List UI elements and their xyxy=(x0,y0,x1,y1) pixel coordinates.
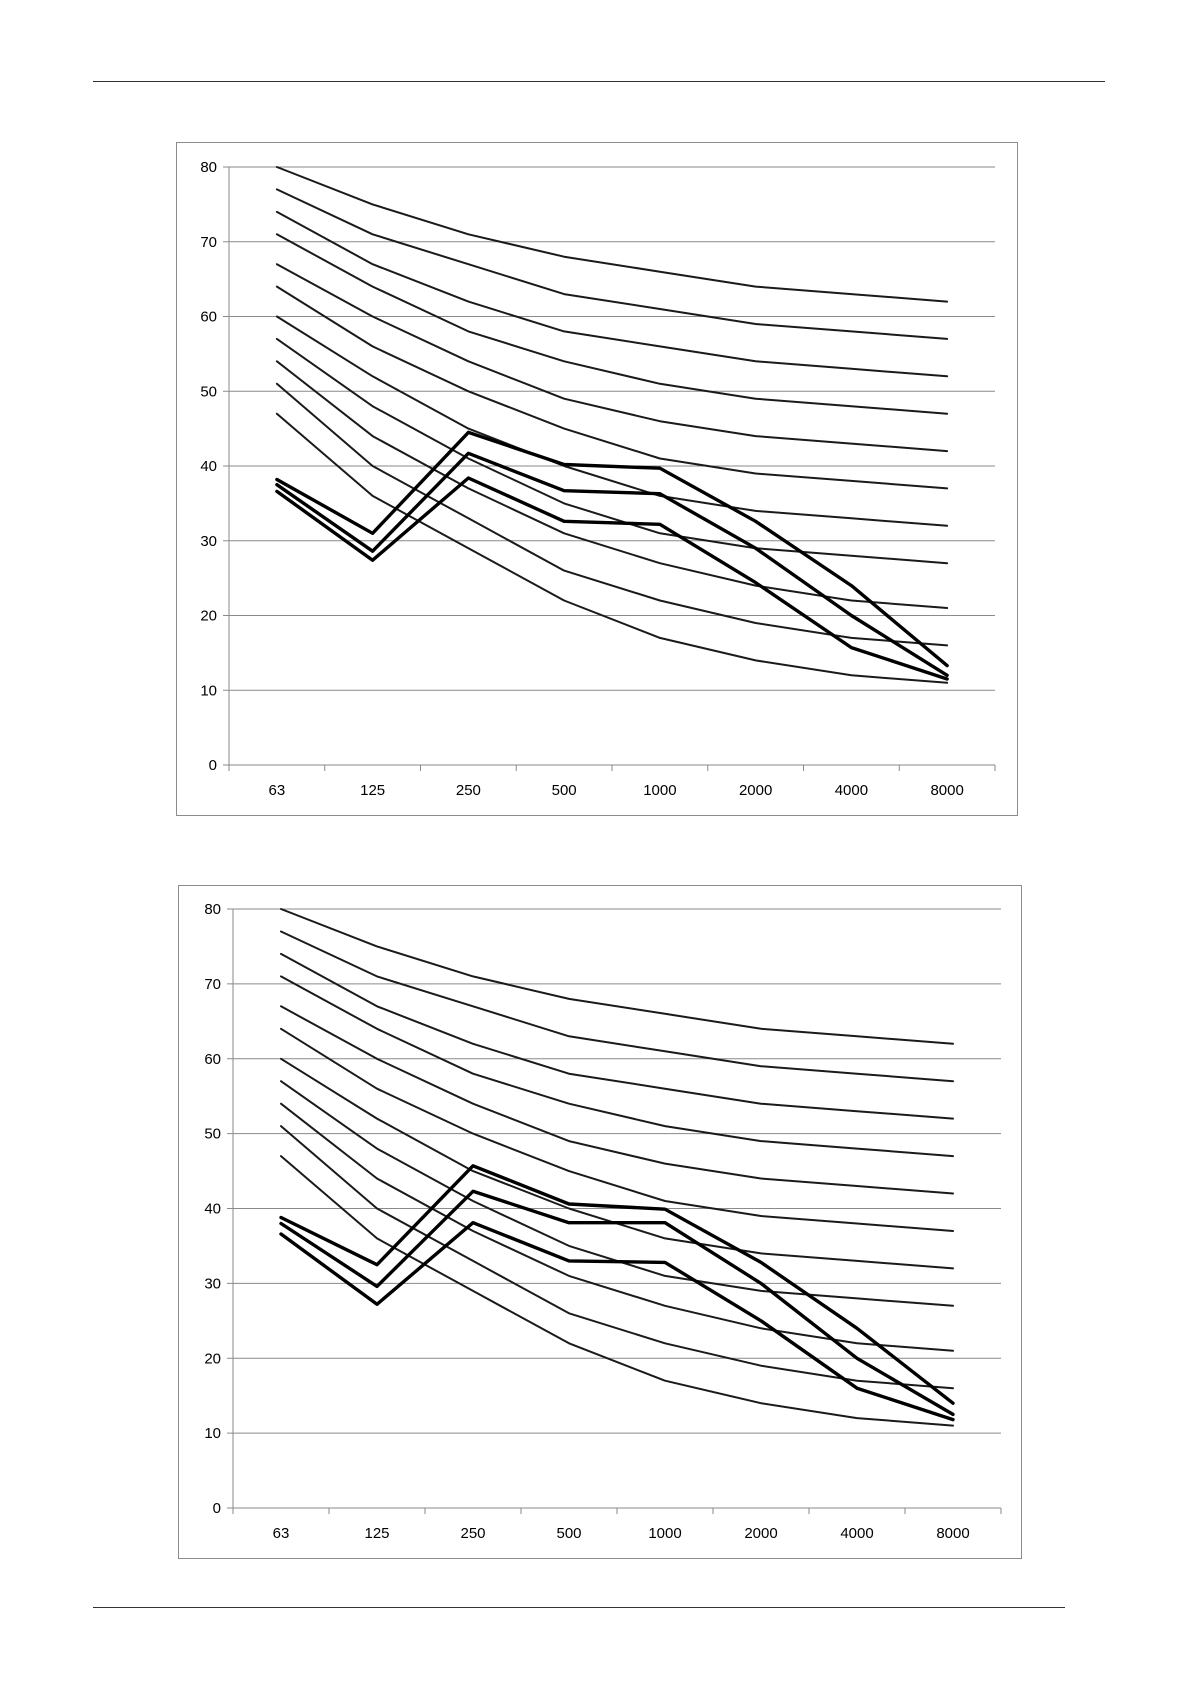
x-tick-label: 4000 xyxy=(835,782,868,799)
y-tick-label: 40 xyxy=(204,1201,221,1218)
x-tick-label: 125 xyxy=(360,782,385,799)
y-tick-label: 60 xyxy=(204,1051,221,1068)
y-tick-label: 30 xyxy=(204,1275,221,1292)
y-tick-label: 50 xyxy=(204,1126,221,1143)
reference-line xyxy=(280,930,954,1083)
y-tick-label: 10 xyxy=(200,682,217,699)
y-tick-label: 50 xyxy=(200,383,217,400)
x-tick-label: 63 xyxy=(269,782,286,799)
series-line xyxy=(275,430,949,668)
y-tick-label: 0 xyxy=(209,757,217,774)
chart-top-svg: 0 10 20 30 40 50 60 70 80 63 125 250 500 1000 2000 4000… xyxy=(200,159,996,799)
x-tick-label: 250 xyxy=(456,782,481,799)
x-tick-label: 2000 xyxy=(739,782,772,799)
x-tick-label: 8000 xyxy=(930,782,963,799)
series-line xyxy=(279,1164,955,1405)
reference-line xyxy=(280,1027,954,1232)
x-tick-label: 1000 xyxy=(643,782,676,799)
x-tick-label: 1000 xyxy=(648,1525,681,1542)
x-tick-label: 8000 xyxy=(936,1525,969,1542)
y-tick-label: 60 xyxy=(200,309,217,326)
reference-line xyxy=(275,382,949,647)
y-tick-label: 40 xyxy=(200,458,217,475)
x-tick-label: 500 xyxy=(556,1525,581,1542)
chart-bottom-svg: 0 10 20 30 40 50 60 70 80 63 125 250 500 1000 2000 4000… xyxy=(204,901,1002,1542)
series-line xyxy=(279,1189,955,1417)
reference-line xyxy=(275,233,949,415)
series-line xyxy=(275,476,949,681)
reference-line xyxy=(275,337,949,565)
reference-line xyxy=(280,975,954,1158)
x-tick-label: 4000 xyxy=(840,1525,873,1542)
y-tick-label: 20 xyxy=(204,1350,221,1367)
reference-line xyxy=(275,188,949,340)
footer-rule xyxy=(93,1607,1065,1608)
x-tick-label: 63 xyxy=(273,1525,290,1542)
reference-line xyxy=(275,285,949,490)
reference-line xyxy=(275,360,949,609)
reference-line xyxy=(280,952,954,1120)
reference-line xyxy=(280,1102,954,1352)
x-tick-label: 250 xyxy=(460,1525,485,1542)
chart-top: 0 10 20 30 40 50 60 70 80 63 125 250 500 1000 2000 4000… xyxy=(176,142,1018,816)
y-tick-label: 30 xyxy=(200,533,217,550)
reference-line xyxy=(275,412,949,684)
x-tick-label: 500 xyxy=(552,782,577,799)
y-tick-label: 0 xyxy=(213,1500,221,1517)
reference-line xyxy=(275,263,949,453)
y-tick-label: 80 xyxy=(200,159,217,176)
y-tick-label: 10 xyxy=(204,1425,221,1442)
series-line xyxy=(275,451,949,677)
y-tick-label: 70 xyxy=(204,976,221,993)
x-tick-label: 2000 xyxy=(744,1525,777,1542)
reference-line xyxy=(275,315,949,527)
y-tick-label: 20 xyxy=(200,608,217,625)
x-tick-label: 125 xyxy=(364,1525,389,1542)
series-line xyxy=(279,1221,955,1422)
reference-line xyxy=(280,1125,954,1390)
reference-line xyxy=(280,908,954,1045)
reference-line xyxy=(280,1005,954,1195)
y-tick-label: 70 xyxy=(200,234,217,251)
reference-line xyxy=(275,166,949,303)
reference-line xyxy=(275,210,949,378)
chart-bottom: 0 10 20 30 40 50 60 70 80 63 125 250 500 1000 2000 4000… xyxy=(178,885,1022,1559)
header-rule xyxy=(93,81,1105,82)
y-tick-label: 80 xyxy=(204,901,221,918)
